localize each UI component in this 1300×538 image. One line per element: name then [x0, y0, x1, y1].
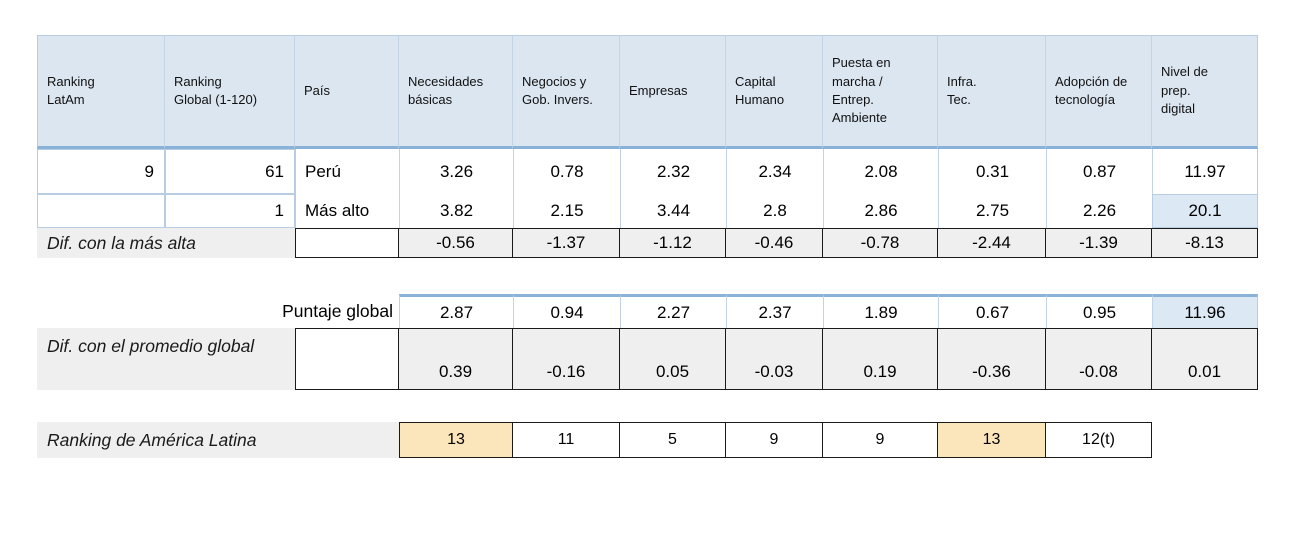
dif-promedio-value-cell: 0.39: [399, 328, 513, 390]
peru-value-cell: 0.78: [513, 149, 620, 194]
dif-promedio-label: Dif. con el promedio global: [37, 328, 295, 390]
dif-mas-alta-value-cell: -1.12: [620, 228, 726, 258]
puntaje-global-value-cell: 2.87: [399, 294, 513, 328]
dif-promedio-value-cell: -0.36: [938, 328, 1046, 390]
puntaje-global-total-highlight-cell: 11.96: [1152, 294, 1258, 328]
puntaje-global-value-cell: 0.94: [513, 294, 620, 328]
dif-promedio-value-cell: 0.01: [1152, 328, 1258, 390]
mas-alto-value-cell: 2.26: [1046, 194, 1152, 228]
peru-ranking-global-cell: 61: [165, 149, 295, 194]
spacer-row: [37, 390, 1258, 422]
ranking-america-latina-label: Ranking de América Latina: [37, 422, 399, 458]
col-header-negocios-gob-invers: Negocios y Gob. Invers.: [513, 35, 620, 149]
mas-alto-value-cell: 2.86: [823, 194, 938, 228]
dif-mas-alta-value-cell: -0.78: [823, 228, 938, 258]
ranking-al-value-cell: 13: [938, 422, 1046, 458]
mas-alto-value-cell: 3.44: [620, 194, 726, 228]
dif-mas-alta-value-cell: -1.37: [513, 228, 620, 258]
peru-value-cell: 2.08: [823, 149, 938, 194]
mas-alto-total-highlight-cell: 20.1: [1152, 194, 1258, 228]
ranking-al-empty-cell: [1152, 422, 1258, 458]
peru-value-cell: 2.32: [620, 149, 726, 194]
dif-mas-alta-label: Dif. con la más alta: [37, 228, 295, 258]
col-header-label: Ranking LatAm: [47, 73, 95, 107]
spacer-row: [37, 258, 1258, 294]
col-header-label: Negocios y Gob. Invers.: [522, 73, 593, 107]
puntaje-global-label: Puntaje global: [282, 300, 393, 321]
dif-mas-alta-value-cell: -8.13: [1152, 228, 1258, 258]
dif-mas-alta-value-cell: -0.56: [399, 228, 513, 258]
mas-alto-value-cell: 2.8: [726, 194, 823, 228]
ranking-al-value-cell: 5: [620, 422, 726, 458]
col-header-label: País: [304, 82, 331, 98]
peru-value-cell: 0.31: [938, 149, 1046, 194]
digital-readiness-table: Ranking LatAm Ranking Global (1-120) Paí…: [37, 35, 1258, 458]
col-header-label: Infra. Tec.: [947, 73, 977, 107]
ranking-al-value-cell: 11: [513, 422, 620, 458]
mas-alto-value-cell: 2.75: [938, 194, 1046, 228]
puntaje-global-value-cell: 2.27: [620, 294, 726, 328]
ranking-al-value-cell: 9: [726, 422, 823, 458]
ranking-al-value-cell: 9: [823, 422, 938, 458]
col-header-necesidades-basicas: Necesidades básicas: [399, 35, 513, 149]
dif-mas-alta-value-cell: -0.46: [726, 228, 823, 258]
col-header-nivel-prep-digital: Nivel de prep. digital: [1152, 35, 1258, 149]
peru-value-cell: 11.97: [1152, 149, 1258, 194]
dif-promedio-empty-cell: [295, 328, 399, 390]
peru-value-cell: 0.87: [1046, 149, 1152, 194]
col-header-label: Puesta en marcha / Entrep. Ambiente: [832, 55, 891, 126]
dif-promedio-value-cell: 0.05: [620, 328, 726, 390]
mas-alto-ranking-global-cell: 1: [165, 194, 295, 228]
mas-alto-value-cell: 2.15: [513, 194, 620, 228]
dif-mas-alta-value-cell: -2.44: [938, 228, 1046, 258]
col-header-label: Ranking Global (1-120): [174, 73, 258, 107]
dif-promedio-value-cell: 0.19: [823, 328, 938, 390]
col-header-empresas: Empresas: [620, 35, 726, 149]
dif-mas-alta-value-cell: -1.39: [1046, 228, 1152, 258]
dif-promedio-value-cell: -0.03: [726, 328, 823, 390]
mas-alto-ranking-latam-cell: [37, 194, 165, 228]
col-header-label: Adopción de tecnología: [1055, 73, 1128, 107]
ranking-al-value-cell: 13: [399, 422, 513, 458]
col-header-puesta-en-marcha: Puesta en marcha / Entrep. Ambiente: [823, 35, 938, 149]
peru-value-cell: 2.34: [726, 149, 823, 194]
peru-pais-cell: Perú: [295, 149, 399, 194]
dif-promedio-value-cell: -0.16: [513, 328, 620, 390]
col-header-label: Necesidades básicas: [408, 73, 484, 107]
puntaje-global-value-cell: 0.95: [1046, 294, 1152, 328]
col-header-ranking-latam: Ranking LatAm: [37, 35, 165, 149]
dif-mas-alta-empty-cell: [295, 228, 399, 258]
col-header-label: Capital Humano: [735, 73, 785, 107]
mas-alto-value-cell: 3.82: [399, 194, 513, 228]
peru-ranking-latam-cell: 9: [37, 149, 165, 194]
peru-value-cell: 3.26: [399, 149, 513, 194]
col-header-label: Empresas: [629, 82, 688, 98]
col-header-label: Nivel de prep. digital: [1161, 64, 1208, 117]
puntaje-global-value-cell: 1.89: [823, 294, 938, 328]
dif-promedio-value-cell: -0.08: [1046, 328, 1152, 390]
col-header-adopcion-tecnologia: Adopción de tecnología: [1046, 35, 1152, 149]
puntaje-global-value-cell: 2.37: [726, 294, 823, 328]
mas-alto-pais-cell: Más alto: [295, 194, 399, 228]
col-header-capital-humano: Capital Humano: [726, 35, 823, 149]
col-header-pais: País: [295, 35, 399, 149]
col-header-infra-tec: Infra. Tec.: [938, 35, 1046, 149]
col-header-ranking-global: Ranking Global (1-120): [165, 35, 295, 149]
puntaje-global-value-cell: 0.67: [938, 294, 1046, 328]
ranking-al-value-cell: 12(t): [1046, 422, 1152, 458]
